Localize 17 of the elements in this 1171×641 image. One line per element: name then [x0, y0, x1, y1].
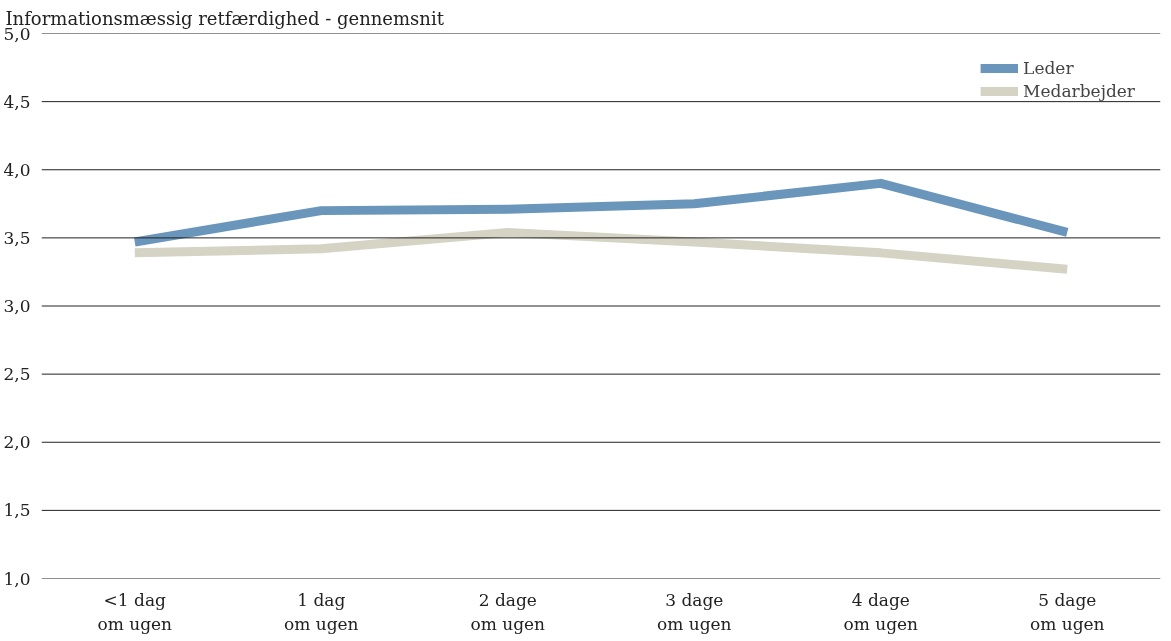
x-tick-label: 4 dage om ugen	[843, 589, 919, 634]
y-axis-title: Informationsmæssig retfærdighed - gennemsnit	[5, 7, 445, 29]
y-tick-label: 3,0	[3, 296, 31, 316]
y-tick-label: 1,5	[3, 500, 31, 521]
x-tick-label: <1 dag om ugen	[97, 589, 173, 634]
y-tick-label: 2,0	[3, 432, 31, 453]
x-tick-label: 1 dag om ugen	[283, 589, 359, 634]
y-tick-label: 2,5	[3, 364, 31, 385]
x-tick-label: 3 dage om ugen	[656, 589, 732, 634]
y-tick-label: 1,0	[3, 568, 31, 589]
x-tick-label: 2 dage om ugen	[470, 589, 546, 634]
legend-label: Leder	[1023, 58, 1074, 78]
y-tick-label: 4,0	[3, 159, 31, 180]
y-tick-label: 4,5	[3, 91, 31, 112]
legend-label: Medarbejder	[1023, 81, 1135, 101]
x-tick-label: 5 dage om ugen	[1029, 589, 1105, 634]
y-tick-label: 3,5	[3, 227, 31, 248]
